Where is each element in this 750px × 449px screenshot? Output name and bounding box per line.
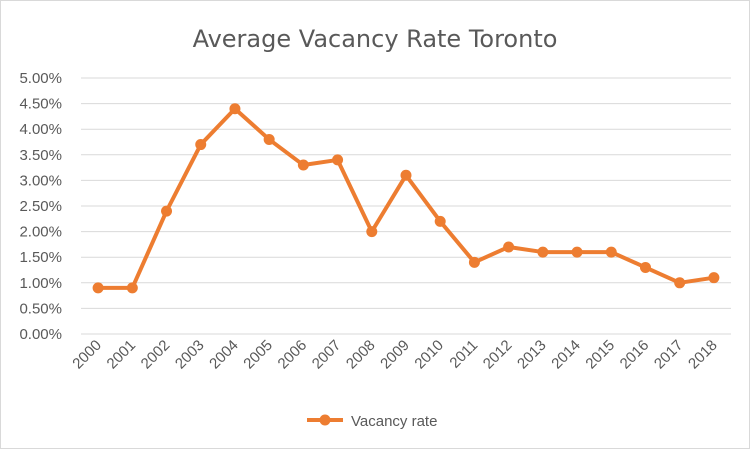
x-tick-label: 2006 [275,337,311,373]
y-tick-label: 0.00% [19,326,62,343]
data-point [297,159,309,171]
x-tick-label: 2005 [240,337,276,373]
data-point [674,277,686,289]
data-point [195,139,207,151]
gridlines [81,77,731,335]
x-tick-label: 2018 [685,337,721,373]
y-tick-label: 0.50% [19,300,62,317]
data-point [434,215,446,227]
data-point [161,205,173,217]
y-tick-label: 3.50% [19,147,62,164]
data-point [92,282,104,294]
data-point [126,282,138,294]
series-layer [92,103,720,294]
x-tick-label: 2016 [617,337,653,373]
x-tick-label: 2000 [69,337,105,373]
x-tick-label: 2004 [206,337,242,373]
x-tick-label: 2013 [514,337,550,373]
y-tick-label: 2.50% [19,198,62,215]
x-tick-label: 2007 [309,337,345,373]
data-point [605,246,617,258]
data-point [468,256,480,268]
y-tick-label: 5.00% [19,70,62,87]
y-tick-label: 3.00% [19,172,62,189]
legend: Vacancy rate [307,413,437,430]
x-tick-label: 2002 [138,337,174,373]
y-tick-label: 2.00% [19,224,62,241]
data-point [571,246,583,258]
data-point [332,154,344,166]
data-point [503,241,515,253]
x-tick-label: 2009 [377,337,413,373]
x-tick-label: 2008 [343,337,379,373]
x-tick-label: 2001 [104,337,140,373]
data-point [708,272,720,284]
x-tick-label: 2017 [651,337,687,373]
series-line [96,106,716,290]
chart-title: Average Vacancy Rate Toronto [193,25,558,53]
data-point [229,103,241,115]
x-tick-label: 2015 [582,337,618,373]
x-tick-label: 2011 [446,337,481,372]
x-tick-label: 2010 [411,337,447,373]
y-tick-label: 1.50% [19,249,62,266]
y-axis-ticks: 0.00% 0.50% 1.00% 1.50% 2.00% 2.50% 3.00% 3.50%… [19,70,62,343]
legend-marker [319,414,331,426]
data-point [263,133,275,145]
legend-label: Vacancy rate [351,413,437,430]
y-tick-label: 4.00% [19,121,62,138]
data-point [400,169,412,181]
y-tick-label: 1.00% [19,275,62,292]
data-point [366,226,378,238]
x-tick-label: 2014 [548,337,584,373]
data-point [537,246,549,258]
data-point [639,261,651,273]
y-tick-label: 4.50% [19,96,62,113]
x-axis-ticks: 2000200120022003200420052006200720082009… [69,337,720,373]
x-tick-label: 2012 [480,337,516,373]
x-tick-label: 2003 [172,337,208,373]
